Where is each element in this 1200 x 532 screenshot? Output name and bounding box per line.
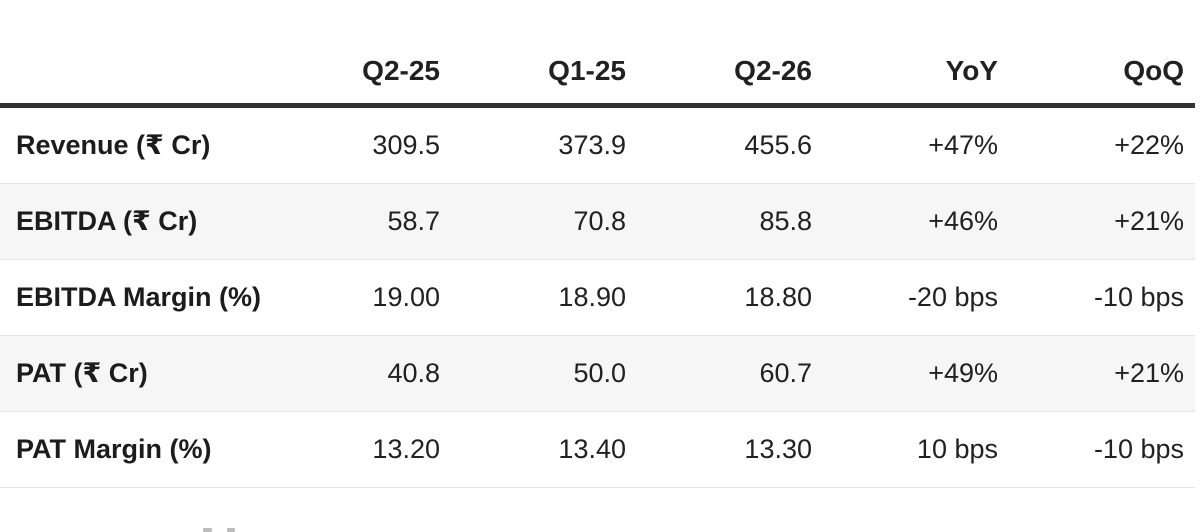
table-cell: 18.80 <box>637 259 823 336</box>
column-header-q2-25: Q2-25 <box>265 0 451 108</box>
table-row-ebitda-margin: EBITDA Margin (%) 19.00 18.90 18.80 -20 … <box>0 259 1195 336</box>
table-cell: 85.8 <box>637 183 823 260</box>
column-header-metric <box>0 0 265 108</box>
cutoff-text-fragment <box>227 528 235 532</box>
table-cell: +47% <box>823 105 1009 184</box>
table-cell: 50.0 <box>451 335 637 412</box>
header-row: Q2-25 Q1-25 Q2-26 YoY QoQ <box>0 0 1195 108</box>
column-header-q1-25: Q1-25 <box>451 0 637 108</box>
table-cell: 309.5 <box>265 105 451 184</box>
table-cell: +22% <box>1009 105 1195 184</box>
table-cell: -10 bps <box>1009 411 1195 488</box>
table-cell: 10 bps <box>823 411 1009 488</box>
table-cell: -10 bps <box>1009 259 1195 336</box>
table-cell: 455.6 <box>637 105 823 184</box>
row-label-ebitda: EBITDA (₹ Cr) <box>0 183 265 260</box>
table-cell: 373.9 <box>451 105 637 184</box>
column-header-qoq: QoQ <box>1009 0 1195 108</box>
table-row-pat: PAT (₹ Cr) 40.8 50.0 60.7 +49% +21% <box>0 335 1195 412</box>
cutoff-text-fragment <box>203 528 212 532</box>
table-cell: -20 bps <box>823 259 1009 336</box>
table-row-ebitda: EBITDA (₹ Cr) 58.7 70.8 85.8 +46% +21% <box>0 183 1195 260</box>
table-cell: +46% <box>823 183 1009 260</box>
quarterly-financials-table: Q2-25 Q1-25 Q2-26 YoY QoQ Revenue (₹ Cr)… <box>0 0 1195 488</box>
table-cell: 19.00 <box>265 259 451 336</box>
table-cell: 60.7 <box>637 335 823 412</box>
row-label-pat-margin: PAT Margin (%) <box>0 411 265 488</box>
table-cell: 13.20 <box>265 411 451 488</box>
table-row-pat-margin: PAT Margin (%) 13.20 13.40 13.30 10 bps … <box>0 411 1195 488</box>
table-cell: 70.8 <box>451 183 637 260</box>
table-row-revenue: Revenue (₹ Cr) 309.5 373.9 455.6 +47% +2… <box>0 105 1195 184</box>
table-cell: +49% <box>823 335 1009 412</box>
table-cell: +21% <box>1009 335 1195 412</box>
table-cell: +21% <box>1009 183 1195 260</box>
row-label-pat: PAT (₹ Cr) <box>0 335 265 412</box>
table-cell: 40.8 <box>265 335 451 412</box>
row-label-ebitda-margin: EBITDA Margin (%) <box>0 259 265 336</box>
row-label-revenue: Revenue (₹ Cr) <box>0 105 265 184</box>
table-cell: 13.30 <box>637 411 823 488</box>
table-cell: 13.40 <box>451 411 637 488</box>
table-cell: 58.7 <box>265 183 451 260</box>
table-cell: 18.90 <box>451 259 637 336</box>
column-header-q2-26: Q2-26 <box>637 0 823 108</box>
column-header-yoy: YoY <box>823 0 1009 108</box>
